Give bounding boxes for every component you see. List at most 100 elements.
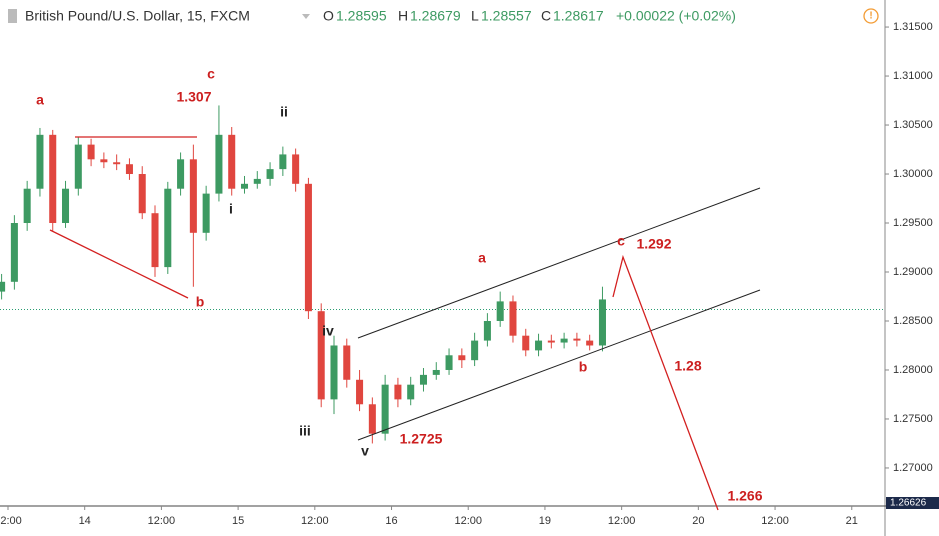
candle-body xyxy=(23,188,31,224)
candle-body xyxy=(368,404,376,434)
candle-body xyxy=(598,299,606,346)
y-tick-label: 1.29500 xyxy=(893,217,933,229)
plot-area xyxy=(0,105,885,444)
candle-body xyxy=(458,355,466,361)
wave-label: c xyxy=(207,66,215,82)
candle-body xyxy=(356,379,364,405)
x-tick-label: 12:00 xyxy=(148,515,176,527)
candle-body xyxy=(292,154,300,184)
ohlc-label: C xyxy=(541,8,551,24)
ohlc-value: 1.28679 xyxy=(410,8,461,24)
candle-body xyxy=(215,134,223,194)
wave-label: a xyxy=(36,92,44,108)
y-tick-label: 1.31000 xyxy=(893,70,933,82)
change: +0.00022 (+0.02%) xyxy=(616,8,736,24)
wave-label: i xyxy=(229,201,233,217)
candle-body xyxy=(407,384,415,400)
price-label-box xyxy=(886,497,939,509)
y-tick-label: 1.30500 xyxy=(893,119,933,131)
candle-body xyxy=(304,183,312,312)
y-tick-label: 1.31500 xyxy=(893,21,933,33)
candle-body xyxy=(432,369,440,375)
candle-body xyxy=(535,340,543,351)
candle-body xyxy=(164,188,172,268)
candle-body xyxy=(113,162,121,165)
candle-body xyxy=(202,193,210,233)
price-note: 1.2725 xyxy=(400,431,443,447)
wave-label: a xyxy=(478,250,486,266)
candle-body xyxy=(586,340,594,346)
wave-label: c xyxy=(617,233,625,249)
x-tick-label: 19 xyxy=(539,515,551,527)
x-tick-label: 20 xyxy=(692,515,704,527)
drawing-line xyxy=(49,229,189,299)
symbol[interactable]: British Pound/U.S. Dollar, 15, FXCM xyxy=(25,8,250,24)
candle-body xyxy=(330,345,338,400)
ohlc-label: H xyxy=(398,8,408,24)
candle-body xyxy=(522,335,530,351)
candle-body xyxy=(266,169,274,179)
candle-body xyxy=(394,384,402,400)
wave-label: b xyxy=(579,359,588,375)
candle-body xyxy=(0,281,6,292)
candle-body xyxy=(62,188,70,224)
candle-body xyxy=(279,154,287,170)
symbol-icon xyxy=(8,9,17,23)
price-note: 1.28 xyxy=(674,358,701,374)
alert-icon[interactable] xyxy=(863,8,879,24)
x-tick-label: 12:00 xyxy=(301,515,329,527)
x-tick-label: 12:00 xyxy=(761,515,789,527)
x-tick-label: 16 xyxy=(385,515,397,527)
ohlc-label: L xyxy=(471,8,479,24)
candle-body xyxy=(87,144,95,160)
ohlc-value: 1.28617 xyxy=(553,8,604,24)
x-tick-label: 12:00 xyxy=(0,515,22,527)
price-note: 1.292 xyxy=(636,236,671,252)
channel-line xyxy=(357,187,761,339)
candle-body xyxy=(317,311,325,400)
price-label: 1.26626 xyxy=(890,498,927,509)
candle-body xyxy=(419,374,427,385)
ohlc-label: O xyxy=(323,8,334,24)
candle-body xyxy=(253,178,261,184)
candle-body xyxy=(100,159,108,163)
candle-body xyxy=(483,320,491,341)
candle-body xyxy=(573,338,581,341)
axes: 1.31500 1.31000 1.30500 1.30000 1.29500 1.290… xyxy=(0,21,939,527)
candle-body xyxy=(445,355,453,370)
x-tick-label: 15 xyxy=(232,515,244,527)
wave-label: v xyxy=(361,443,369,459)
candle-body xyxy=(74,144,82,189)
ohlc-value: 1.28557 xyxy=(481,8,532,24)
y-tick-label: 1.27500 xyxy=(893,413,933,425)
x-tick-label: 12:00 xyxy=(608,515,636,527)
candle-body xyxy=(10,223,18,282)
candle-body xyxy=(36,134,44,189)
candle-body xyxy=(228,134,236,189)
candle-body xyxy=(49,134,57,224)
candle-body xyxy=(560,338,568,343)
dropdown-arrow[interactable] xyxy=(302,14,310,19)
projection-line xyxy=(612,254,719,511)
candle-body xyxy=(189,159,197,233)
y-tick-label: 1.29000 xyxy=(893,266,933,278)
candle-body xyxy=(138,174,146,214)
y-tick-label: 1.27000 xyxy=(893,462,933,474)
candle-body xyxy=(240,183,249,189)
candle-body xyxy=(177,159,185,189)
price-note: 1.266 xyxy=(727,488,762,504)
x-tick-label: 12:00 xyxy=(454,515,482,527)
candle-body xyxy=(151,213,159,268)
x-tick-label: 14 xyxy=(79,515,91,527)
candle-body xyxy=(547,340,555,343)
candle-body xyxy=(509,301,517,336)
y-tick-label: 1.30000 xyxy=(893,168,933,180)
channel-line xyxy=(357,289,761,441)
y-tick-label: 1.28000 xyxy=(893,364,933,376)
candle-body xyxy=(381,384,389,434)
candle-body xyxy=(125,164,133,175)
wave-label: iv xyxy=(322,323,334,339)
wave-label: b xyxy=(196,294,205,310)
